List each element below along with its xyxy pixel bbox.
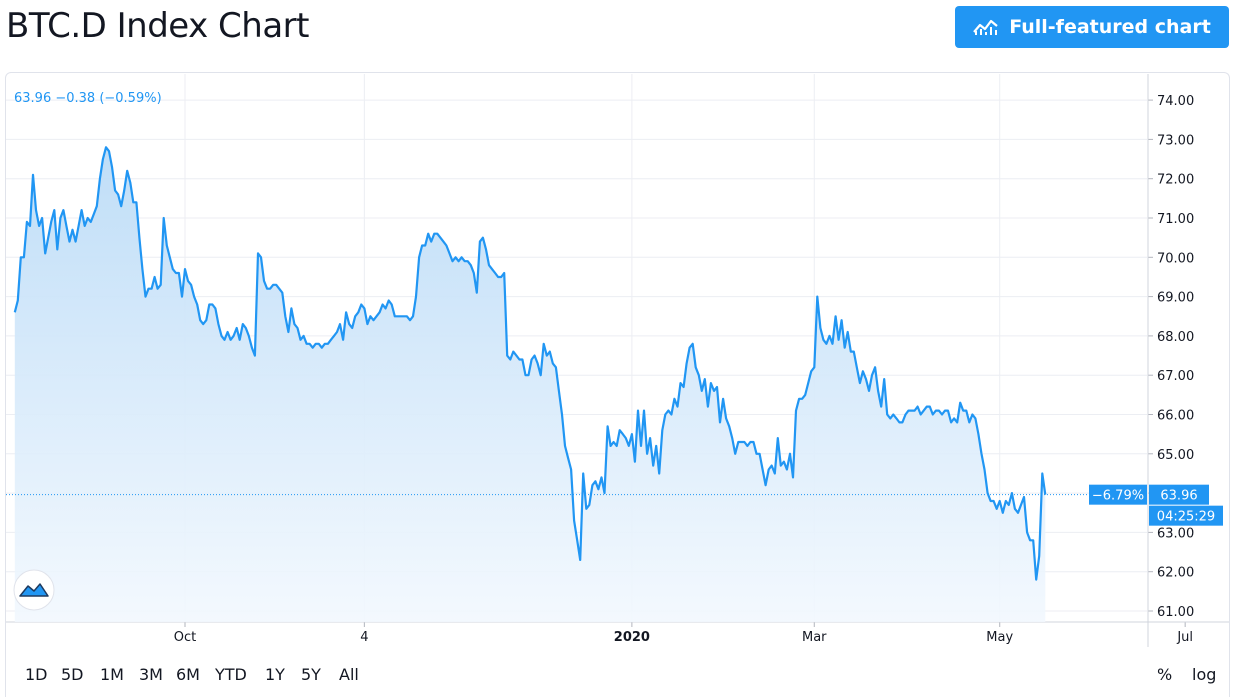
- change-tag-text: −6.79%: [1092, 489, 1144, 504]
- y-tick-label: 61.00: [1157, 605, 1194, 620]
- series-line: [13, 146, 1047, 581]
- last-price-tag-bg: [1149, 484, 1209, 505]
- y-tick-label: 71.00: [1157, 212, 1194, 227]
- page-title: BTC.D Index Chart: [6, 6, 309, 46]
- range-button-3m[interactable]: 3M: [139, 665, 163, 684]
- y-tick-label: 65.00: [1157, 448, 1194, 463]
- change-tag-bg: [1089, 484, 1147, 505]
- y-tick-label: 62.00: [1157, 566, 1194, 581]
- last-price-tag-text: 63.96: [1160, 489, 1197, 504]
- full-featured-chart-button[interactable]: Full-featured chart: [955, 6, 1229, 48]
- range-button-ytd[interactable]: YTD: [215, 665, 247, 684]
- chart-line-icon: [973, 18, 999, 36]
- chart-svg[interactable]: 74.00 73.00 72.00 71.00 70.00 69.00 68.00 67.00…: [0, 0, 1235, 655]
- x-tick-label: Oct: [174, 630, 196, 645]
- y-tick-label: 73.00: [1157, 133, 1194, 148]
- range-button-5y[interactable]: 5Y: [301, 665, 321, 684]
- x-tick-label: May: [986, 630, 1013, 645]
- y-tick-label: 69.00: [1157, 291, 1194, 306]
- x-tick-label: 2020: [614, 630, 650, 645]
- y-tick-label: 67.00: [1157, 369, 1194, 384]
- x-tick-label: 4: [360, 630, 368, 645]
- range-button-1y[interactable]: 1Y: [265, 665, 285, 684]
- y-tick-label: 70.00: [1157, 251, 1194, 266]
- y-tick-label: 66.00: [1157, 409, 1194, 424]
- y-tick-label: 63.00: [1157, 526, 1194, 541]
- log-scale-button[interactable]: log: [1192, 665, 1217, 684]
- countdown-tag-bg: [1149, 505, 1223, 526]
- x-tick-label: Jul: [1176, 630, 1193, 645]
- range-bar: 1D 5D 1M 3M 6M YTD 1Y 5Y All% log: [0, 655, 1235, 697]
- y-tick-label: 68.00: [1157, 330, 1194, 345]
- chart-frame: [5, 72, 1230, 697]
- tradingview-logo-icon[interactable]: [13, 569, 55, 611]
- x-tick-label: Mar: [802, 630, 827, 645]
- y-tick-label: 74.00: [1157, 94, 1194, 109]
- range-button-1m[interactable]: 1M: [100, 665, 124, 684]
- legend-values: 63.96 −0.38 (−0.59%): [14, 91, 162, 106]
- full-featured-chart-label: Full-featured chart: [1009, 16, 1211, 38]
- countdown-tag-text: 04:25:29: [1157, 510, 1215, 525]
- y-tick-label: 72.00: [1157, 173, 1194, 188]
- range-button-6m[interactable]: 6M: [176, 665, 200, 684]
- range-button-5d[interactable]: 5D: [61, 665, 84, 684]
- series-area-fill: [14, 147, 1046, 623]
- range-button-all[interactable]: All: [339, 665, 359, 684]
- percent-scale-button[interactable]: %: [1157, 665, 1173, 684]
- range-button-1d[interactable]: 1D: [25, 665, 48, 684]
